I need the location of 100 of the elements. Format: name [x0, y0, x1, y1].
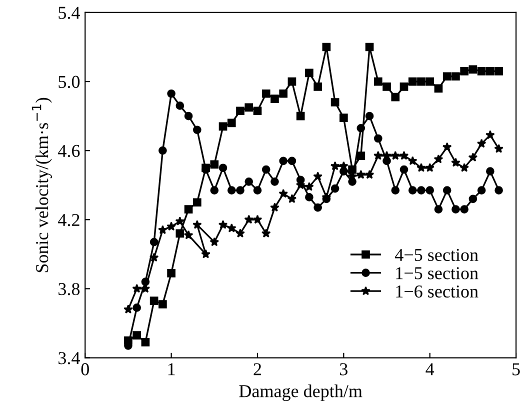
point — [486, 167, 494, 176]
point — [279, 156, 288, 166]
y-tick-label: 4.2 — [58, 214, 80, 226]
point — [434, 84, 443, 93]
point — [494, 67, 503, 76]
point — [288, 156, 296, 166]
point — [434, 205, 443, 214]
y-tick-label: 3.8 — [58, 282, 80, 296]
point — [356, 170, 366, 179]
point — [287, 194, 297, 203]
point — [314, 82, 322, 91]
point — [400, 82, 408, 91]
point — [408, 77, 417, 86]
point — [494, 144, 504, 153]
point — [365, 42, 374, 52]
point — [330, 98, 340, 106]
point — [132, 304, 141, 312]
point — [400, 165, 408, 174]
point — [124, 304, 133, 314]
point — [132, 331, 141, 340]
point — [141, 338, 150, 346]
x-tick-label: 1 — [168, 363, 175, 376]
point — [236, 228, 245, 238]
point — [244, 103, 254, 112]
point — [132, 284, 142, 293]
point — [262, 165, 270, 174]
y-axis-title: Sonic velocity/(km·s$^{−1}$) — [32, 98, 52, 272]
point — [253, 186, 262, 194]
point — [252, 214, 262, 224]
point — [408, 186, 417, 194]
x-axis-title: Damage depth/m — [239, 384, 362, 401]
x-tick-label: 3 — [340, 363, 348, 376]
point — [340, 114, 348, 122]
point — [417, 77, 426, 86]
point — [399, 150, 409, 160]
point — [218, 220, 228, 229]
point — [408, 156, 418, 166]
point — [391, 92, 400, 102]
point — [270, 202, 280, 212]
point — [486, 130, 495, 140]
point — [210, 160, 219, 169]
point — [210, 186, 219, 194]
point — [261, 228, 271, 238]
point — [477, 186, 486, 194]
point — [374, 134, 382, 143]
y-tick-label: 5.4 — [58, 6, 80, 19]
point — [494, 186, 503, 194]
point — [192, 198, 202, 207]
point — [158, 300, 167, 308]
point — [244, 214, 254, 224]
y-tick-label: 4.6 — [58, 144, 80, 158]
point — [226, 223, 236, 232]
point — [184, 205, 193, 214]
point — [314, 203, 322, 212]
point — [434, 154, 444, 164]
point — [382, 82, 391, 91]
point — [313, 172, 322, 181]
point — [460, 205, 468, 214]
point — [304, 182, 314, 191]
point — [227, 186, 236, 194]
point — [166, 222, 176, 231]
point — [149, 252, 159, 262]
point — [460, 162, 469, 172]
point — [417, 186, 426, 194]
point — [305, 193, 314, 202]
point — [305, 68, 314, 78]
point — [270, 178, 279, 186]
point — [176, 102, 184, 110]
x-tick-label: 0 — [81, 363, 89, 376]
point — [426, 77, 434, 86]
legend-label: 1−5 section — [396, 267, 478, 280]
point — [236, 106, 244, 116]
point — [184, 112, 193, 120]
point — [158, 146, 167, 155]
point — [452, 72, 460, 81]
y-tick-label: 5.0 — [58, 76, 80, 88]
point — [210, 237, 220, 246]
legend-label: 1−6 section — [396, 285, 478, 298]
point — [468, 152, 478, 162]
point — [184, 230, 194, 240]
x-tick-label: 4 — [426, 363, 434, 376]
point — [486, 67, 494, 76]
point — [236, 186, 244, 194]
point — [278, 188, 288, 198]
point — [296, 112, 305, 120]
point — [279, 89, 288, 98]
legend-label: 4−5 section — [394, 248, 478, 261]
point — [460, 67, 468, 76]
point — [442, 186, 452, 194]
point — [330, 161, 340, 170]
point — [192, 220, 202, 229]
point — [356, 152, 366, 160]
point — [451, 158, 460, 167]
point — [158, 225, 168, 234]
point — [227, 118, 236, 128]
point — [218, 164, 228, 172]
x-tick-label: 2 — [254, 363, 262, 376]
point — [468, 65, 478, 74]
x-tick-label: 5 — [512, 363, 520, 376]
point — [150, 296, 158, 305]
